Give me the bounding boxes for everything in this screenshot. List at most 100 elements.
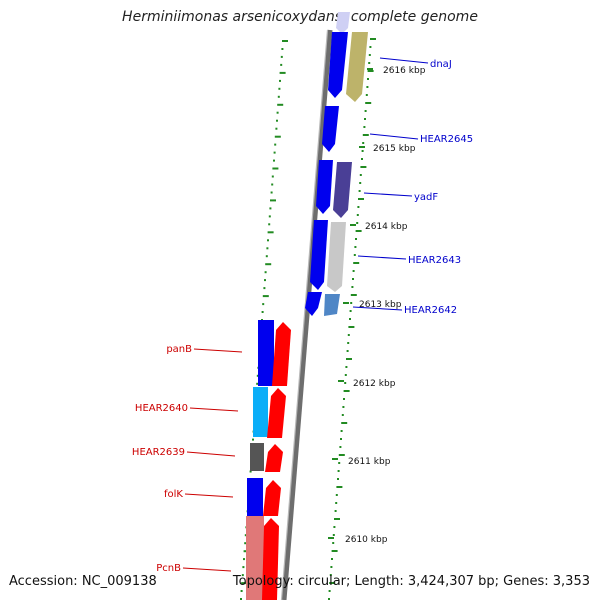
guide-dot bbox=[338, 454, 345, 456]
leader-line bbox=[189, 407, 239, 412]
guide-dot bbox=[265, 263, 272, 266]
leader-line bbox=[363, 192, 413, 197]
cds-arrow-hear2642 bbox=[324, 294, 340, 316]
guide-dot bbox=[329, 582, 336, 584]
guide-dot bbox=[350, 302, 353, 304]
guide-dot bbox=[353, 254, 356, 256]
gene-label-hear2643[interactable]: HEAR2643 bbox=[408, 255, 461, 266]
leader-line bbox=[193, 348, 243, 353]
scale-tick-label: 2610 kbp bbox=[345, 535, 388, 545]
gene-arrow-hear2642 bbox=[305, 292, 322, 316]
gene-arrow-hear2640 bbox=[267, 388, 286, 438]
scale-tick-label: 2613 kbp bbox=[359, 300, 402, 310]
guide-dot bbox=[336, 486, 343, 488]
leader-line bbox=[357, 255, 407, 260]
guide-dot bbox=[353, 262, 360, 264]
guide-dot bbox=[362, 134, 369, 136]
scale-tick-label: 2615 kbp bbox=[373, 144, 416, 154]
guide-dot bbox=[343, 398, 345, 400]
guide-dot bbox=[328, 598, 330, 600]
gene-label-panb[interactable]: panB bbox=[166, 344, 192, 355]
guide-dot bbox=[346, 358, 352, 360]
guide-dot bbox=[332, 534, 335, 536]
guide-dot bbox=[341, 422, 348, 424]
guide-dot bbox=[271, 175, 274, 178]
guide-dot bbox=[356, 222, 359, 224]
leader-line bbox=[369, 133, 419, 140]
guide-dot bbox=[363, 126, 366, 128]
guide-dot bbox=[368, 54, 371, 56]
scale-tick-mark bbox=[328, 537, 334, 539]
guide-dot bbox=[352, 270, 355, 272]
guide-dot bbox=[275, 127, 278, 130]
gene-label-hear2640[interactable]: HEAR2640 bbox=[135, 403, 188, 414]
guide-dot bbox=[244, 542, 247, 545]
cds-block-hear2640-lower bbox=[253, 387, 268, 437]
accession-label: Accession: NC_009138 bbox=[9, 574, 157, 589]
guide-dot bbox=[276, 111, 279, 114]
guide-dot bbox=[268, 223, 271, 226]
guide-dot bbox=[272, 167, 279, 170]
leader-line bbox=[186, 451, 236, 457]
guide-dot bbox=[334, 518, 340, 520]
guide-dot bbox=[361, 158, 363, 160]
gene-arrow-hear2645 bbox=[322, 106, 339, 152]
cds-block-panb bbox=[258, 320, 274, 386]
guide-dot bbox=[281, 48, 284, 50]
guide-dot bbox=[331, 550, 338, 552]
scale-ticks: 2616 kbp 2615 kbp 2614 kbp 2613 kbp 2612… bbox=[328, 66, 426, 545]
scale-tick-label: 2616 kbp bbox=[383, 66, 426, 76]
gene-label-hear2645[interactable]: HEAR2645 bbox=[420, 134, 473, 145]
gene-label-hear2639[interactable]: HEAR2639 bbox=[132, 447, 185, 458]
guide-dot bbox=[271, 183, 274, 186]
cds-arrow-dnaj bbox=[346, 32, 368, 102]
guide-dot bbox=[265, 255, 268, 258]
guide-dot bbox=[331, 558, 333, 560]
guide-dot bbox=[267, 231, 274, 234]
guide-dot bbox=[273, 151, 276, 154]
cds-arrow-hear2643 bbox=[327, 222, 346, 292]
guide-dot bbox=[268, 215, 271, 218]
guide-dot bbox=[267, 239, 269, 242]
leader-line bbox=[182, 567, 232, 572]
guide-dot bbox=[355, 238, 357, 240]
leader-line bbox=[379, 57, 429, 64]
guide-dot bbox=[278, 87, 281, 90]
guide-dot bbox=[349, 318, 351, 320]
gene-arrow-yadf bbox=[316, 160, 333, 214]
scale-tick-mark bbox=[367, 68, 373, 70]
guide-dot bbox=[277, 95, 280, 98]
guide-dot bbox=[269, 207, 272, 210]
gene-label-pcnb[interactable]: PcnB bbox=[156, 563, 181, 574]
guide-dot bbox=[350, 294, 357, 296]
guide-dot bbox=[335, 494, 338, 496]
guide-dot bbox=[264, 271, 267, 274]
topology-label: Topology: circular; Length: 3,424,307 bp… bbox=[232, 574, 590, 589]
guide-dot bbox=[357, 206, 360, 208]
guide-dot bbox=[341, 414, 344, 416]
guide-dot bbox=[256, 374, 259, 377]
gene-arrow-dnaj bbox=[328, 32, 348, 98]
guide-dot bbox=[344, 374, 347, 376]
guide-dot bbox=[329, 574, 332, 576]
guide-dot bbox=[264, 279, 266, 282]
guide-dot bbox=[270, 191, 273, 194]
right-gene-labels: dnaJ HEAR2645 yadF HEAR2643 HEAR2642 bbox=[352, 57, 473, 316]
guide-dot bbox=[342, 406, 345, 408]
gene-label-hear2642[interactable]: HEAR2642 bbox=[404, 305, 457, 316]
genome-backbone bbox=[281, 29, 333, 600]
left-gene-labels: panB HEAR2640 HEAR2639 folK PcnB bbox=[132, 344, 243, 574]
scale-tick-label: 2611 kbp bbox=[348, 457, 391, 467]
guide-dot bbox=[332, 542, 335, 544]
gene-label-yadf[interactable]: yadF bbox=[414, 192, 438, 203]
guide-dot bbox=[328, 590, 331, 592]
scale-tick-mark bbox=[338, 380, 344, 382]
guide-dot bbox=[352, 278, 354, 280]
guide-dot bbox=[340, 430, 343, 432]
gene-label-folk[interactable]: folK bbox=[164, 489, 183, 500]
guide-dot bbox=[337, 478, 339, 480]
genome-backbone-highlight bbox=[280, 29, 329, 600]
gene-label-dnaj[interactable]: dnaJ bbox=[430, 59, 452, 70]
guide-dot bbox=[370, 38, 376, 40]
